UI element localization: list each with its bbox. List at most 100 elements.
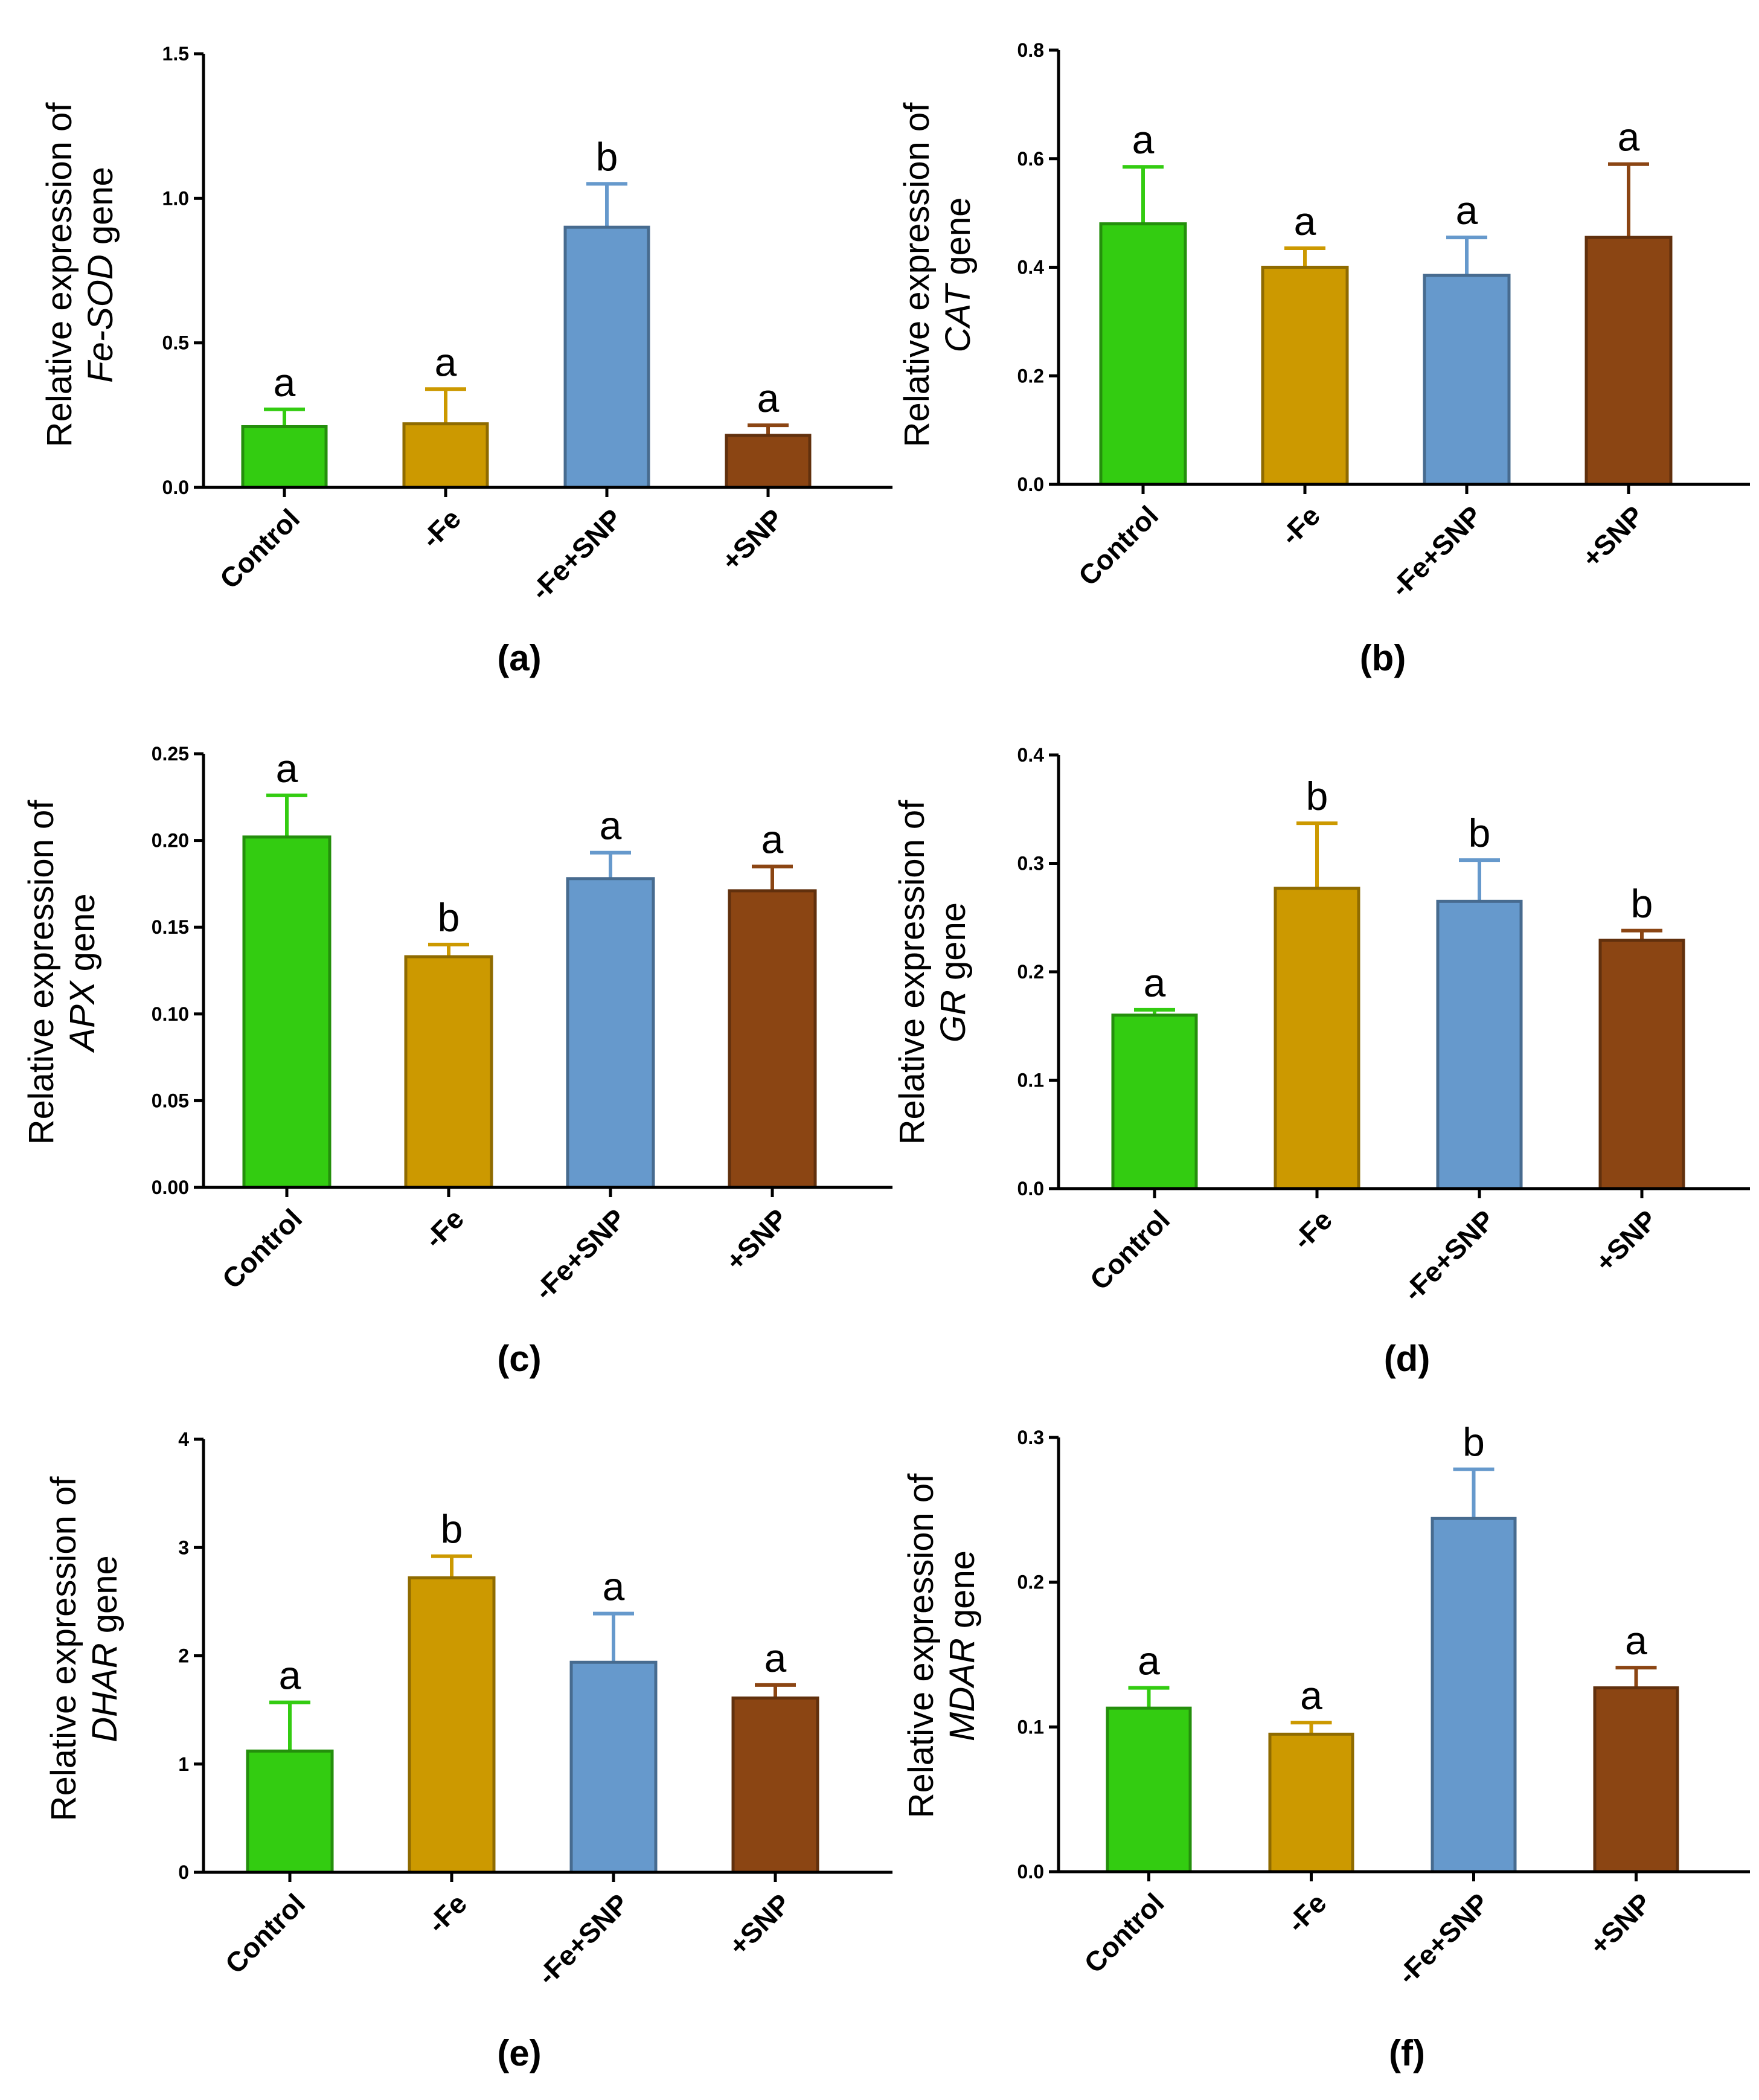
category-label: -Fe+SNP — [531, 1887, 635, 1991]
category-label: Control — [1078, 1887, 1170, 1979]
y-tick-label: 0.1 — [1017, 1716, 1044, 1738]
bar--fe-snp — [569, 1660, 658, 1874]
bar--fe-snp — [563, 225, 650, 489]
y-tick-label: 1.5 — [162, 43, 189, 65]
bar--snp — [728, 889, 817, 1189]
bar--snp — [1598, 939, 1685, 1190]
panel-label: (c) — [497, 1338, 541, 1379]
panel-label: (b) — [1360, 638, 1406, 678]
y-axis-label-gene: MDAR — [943, 1638, 982, 1741]
bar--fe-snp — [566, 877, 655, 1189]
category-label: +SNP — [715, 503, 789, 577]
y-axis-label-suffix: gene — [938, 197, 978, 285]
category-label: Control — [214, 503, 306, 594]
bar-control — [241, 425, 328, 489]
significance-letter: a — [274, 360, 296, 405]
significance-letter: b — [438, 895, 460, 940]
y-axis-label: Relative expression ofFe-SOD gene — [40, 102, 120, 448]
chart-panel-e: a Control b -Fe a -Fe+SNP a +SNP 0 1 2 3 4 Relative e… — [44, 1428, 892, 2073]
y-tick-label: 0.0 — [162, 477, 189, 498]
bar--snp — [731, 1696, 819, 1874]
y-tick-label: 0.0 — [1017, 474, 1044, 495]
category-label: Control — [1072, 499, 1164, 591]
category-label: -Fe+SNP — [528, 1203, 632, 1306]
y-axis-label-gene: DHAR — [85, 1643, 124, 1742]
y-tick-label: 0.10 — [152, 1003, 189, 1025]
y-tick-label: 0.1 — [1017, 1070, 1044, 1091]
bar--fe — [1274, 887, 1360, 1190]
significance-letter: a — [761, 817, 784, 862]
panel-label: (f) — [1389, 2033, 1425, 2073]
bar--fe — [1261, 266, 1349, 486]
category-label: -Fe — [1275, 499, 1327, 551]
y-axis-label-suffix: gene — [934, 902, 973, 990]
significance-letter: b — [1631, 881, 1653, 926]
significance-letter: b — [1463, 1420, 1485, 1465]
y-axis-label-gene: APX — [63, 980, 102, 1053]
y-tick-label: 0.0 — [1017, 1861, 1044, 1883]
chart-panel-f: a Control a -Fe b -Fe+SNP a +SNP 0.0 0.1 0.2 0.3 Rel… — [902, 1420, 1750, 2073]
y-axis-label-gene: Fe-SOD — [81, 254, 120, 383]
bar--fe-snp — [1436, 899, 1523, 1190]
category-label: Control — [216, 1203, 308, 1294]
y-tick-label: 1 — [178, 1753, 189, 1775]
y-axis-label: Relative expression ofCAT gene — [897, 102, 978, 448]
significance-letter: a — [1144, 960, 1166, 1005]
category-label: +SNP — [1583, 1887, 1658, 1961]
y-tick-label: 0.05 — [152, 1090, 189, 1111]
category-label: -Fe — [421, 1887, 473, 1939]
y-axis-label-line1: Relative expression of — [897, 102, 937, 448]
bar--fe — [1268, 1732, 1354, 1874]
significance-letter: a — [435, 339, 457, 384]
bar-control — [246, 1749, 334, 1874]
chart-panel-a: a Control a -Fe b -Fe+SNP a +SNP 0.0 0.5 1.0 1.5 Rel… — [40, 43, 892, 678]
y-tick-label: 0.8 — [1017, 39, 1044, 61]
y-tick-label: 2 — [178, 1645, 189, 1667]
y-tick-label: 1.0 — [162, 187, 189, 209]
panel-label: (e) — [497, 2033, 541, 2073]
significance-letter: b — [1469, 811, 1491, 855]
significance-letter: a — [276, 746, 298, 791]
category-label: Control — [1084, 1204, 1176, 1296]
category-label: -Fe — [1287, 1204, 1339, 1256]
panel-label: (d) — [1384, 1338, 1431, 1379]
category-label: Control — [219, 1887, 311, 1979]
significance-letter: a — [1294, 199, 1316, 243]
chart-panel-c: a Control b -Fe a -Fe+SNP a +SNP 0.00 0.05 0.10 0.1… — [22, 743, 892, 1379]
y-axis-label-suffix: gene — [85, 1555, 124, 1643]
bar--fe — [408, 1576, 496, 1874]
significance-letter: a — [1625, 1618, 1647, 1663]
y-axis-label: Relative expression ofAPX gene — [22, 800, 102, 1145]
significance-letter: a — [1618, 115, 1640, 159]
y-tick-label: 0.3 — [1017, 1427, 1044, 1448]
y-axis-label-line1: Relative expression of — [44, 1476, 83, 1822]
y-axis-label-gene: GR — [934, 990, 973, 1042]
panel-label: (a) — [497, 638, 541, 678]
y-tick-label: 0.2 — [1017, 365, 1044, 387]
category-label: -Fe+SNP — [1391, 1887, 1495, 1990]
y-axis-label-suffix: gene — [63, 893, 102, 981]
y-tick-label: 0.0 — [1017, 1178, 1044, 1199]
y-tick-label: 0.6 — [1017, 148, 1044, 170]
bar--snp — [1593, 1686, 1679, 1874]
y-axis-label-line1: Relative expression of — [40, 102, 79, 448]
bar--fe-snp — [1431, 1517, 1517, 1874]
bar--fe-snp — [1423, 274, 1511, 486]
y-axis-label-line1: Relative expression of — [22, 800, 61, 1145]
category-label: +SNP — [1575, 499, 1650, 574]
bar-control — [1106, 1706, 1192, 1874]
y-axis-label-gene: CAT — [938, 283, 978, 352]
significance-letter: a — [603, 1564, 625, 1609]
y-tick-label: 0.2 — [1017, 1572, 1044, 1593]
y-tick-label: 4 — [178, 1428, 189, 1450]
y-tick-label: 0.2 — [1017, 961, 1044, 983]
significance-letter: a — [1138, 1639, 1160, 1683]
y-axis-label: Relative expression ofMDAR gene — [902, 1473, 982, 1819]
y-tick-label: 0.20 — [152, 830, 189, 852]
significance-letter: a — [1456, 188, 1478, 233]
y-axis-label-line1: Relative expression of — [902, 1473, 941, 1819]
category-label: -Fe+SNP — [525, 503, 628, 606]
significance-letter: b — [1306, 774, 1328, 818]
bar--fe — [402, 422, 489, 489]
y-tick-label: 0.5 — [162, 332, 189, 354]
